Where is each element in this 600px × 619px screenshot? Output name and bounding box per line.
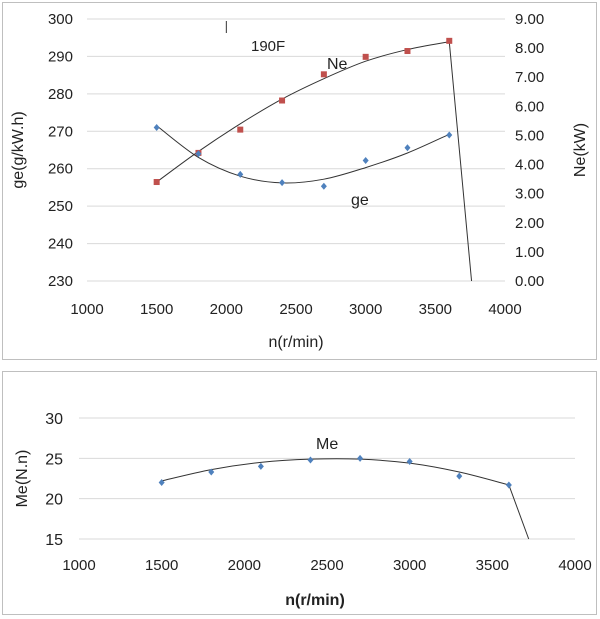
annotation-190f: 190F	[251, 38, 285, 55]
point-me	[307, 456, 314, 464]
x-tick-label: 2500	[279, 301, 312, 318]
point-ge	[362, 156, 369, 164]
point-ne	[237, 126, 244, 133]
point-ge	[446, 131, 453, 139]
point-ne	[153, 179, 160, 186]
trendline-ge	[156, 125, 450, 184]
y-right-tick-label: 0.00	[515, 273, 544, 290]
series-label-ge: ge	[351, 192, 369, 209]
y-left-tick-label: 300	[48, 11, 73, 28]
y-right-tick-label: 6.00	[515, 98, 544, 115]
y-tick-label: 20	[45, 492, 63, 509]
y-tick-label: 30	[45, 411, 63, 428]
y-left-tick-label: 250	[48, 198, 73, 215]
y-left-tick-label: 290	[48, 48, 73, 65]
y-right-tick-label: 8.00	[515, 40, 544, 57]
x-tick-label: 4000	[558, 557, 591, 574]
point-ne	[320, 71, 327, 78]
y-left-tick-label: 270	[48, 123, 73, 140]
x-tick-label: 3000	[393, 557, 426, 574]
y-left-tick-label: 230	[48, 273, 73, 290]
y-left-axis-title: ge(g/kW.h)	[10, 111, 27, 188]
x-axis-title: n(r/min)	[285, 592, 345, 609]
y-left-tick-label: 260	[48, 161, 73, 178]
y-tick-label: 15	[45, 532, 63, 549]
y-left-tick-label: 280	[48, 86, 73, 103]
x-tick-label: 1500	[140, 301, 173, 318]
bottom-chart-panel: 15 20 25 30 1000 1500 2000 2500 3000 3500 4000 n(r/…	[2, 371, 597, 615]
x-tick-label: 3500	[419, 301, 452, 318]
point-ge	[320, 182, 327, 190]
point-ge	[195, 150, 202, 158]
point-me	[257, 462, 264, 470]
y-left-tick-label: 240	[48, 236, 73, 253]
y-right-tick-label: 5.00	[515, 127, 544, 144]
x-tick-label: 2000	[228, 557, 261, 574]
point-me	[208, 468, 215, 476]
series-label-me: Me	[316, 436, 338, 453]
y-tick-label: 25	[45, 451, 63, 468]
point-me	[505, 481, 512, 489]
y-axis-title: Me(N.n)	[14, 450, 31, 508]
x-tick-label: 4000	[488, 301, 521, 318]
y-right-tick-label: 7.00	[515, 69, 544, 86]
point-ne	[279, 97, 286, 104]
point-ne	[362, 53, 369, 60]
x-tick-label: 2500	[310, 557, 343, 574]
point-ge	[153, 124, 160, 132]
series-label-ne: Ne	[327, 56, 348, 73]
point-ne	[446, 37, 453, 44]
trendline-ne	[156, 41, 473, 282]
x-axis-title: n(r/min)	[268, 334, 323, 351]
x-tick-label: 1000	[62, 557, 95, 574]
point-me	[456, 472, 463, 480]
x-tick-label: 3500	[476, 557, 509, 574]
x-tick-label: 2000	[210, 301, 243, 318]
x-tick-label: 3000	[349, 301, 382, 318]
point-me	[357, 454, 364, 462]
bottom-chart: 15 20 25 30 1000 1500 2000 2500 3000 3500 4000 n(r/…	[14, 411, 592, 609]
point-ge	[237, 170, 244, 178]
y-right-tick-label: 1.00	[515, 244, 544, 261]
point-ge	[404, 144, 411, 152]
point-me	[406, 458, 413, 466]
y-right-tick-label: 4.00	[515, 157, 544, 174]
x-tick-label: 1500	[145, 557, 178, 574]
y-right-axis-title: Ne(kW)	[572, 123, 589, 177]
trendline-me	[161, 458, 530, 540]
top-chart-panel: 230 240 250 260 270 280 290 300 0.00 1.00 2.00 3.00…	[2, 2, 597, 360]
point-ne	[404, 48, 411, 55]
y-right-tick-label: 2.00	[515, 215, 544, 232]
top-chart: 230 240 250 260 270 280 290 300 0.00 1.00 2.00 3.00…	[10, 11, 589, 351]
x-tick-label: 1000	[70, 301, 103, 318]
y-right-tick-label: 9.00	[515, 11, 544, 28]
y-right-tick-label: 3.00	[515, 186, 544, 203]
point-me	[158, 479, 165, 487]
point-ge	[279, 179, 286, 187]
